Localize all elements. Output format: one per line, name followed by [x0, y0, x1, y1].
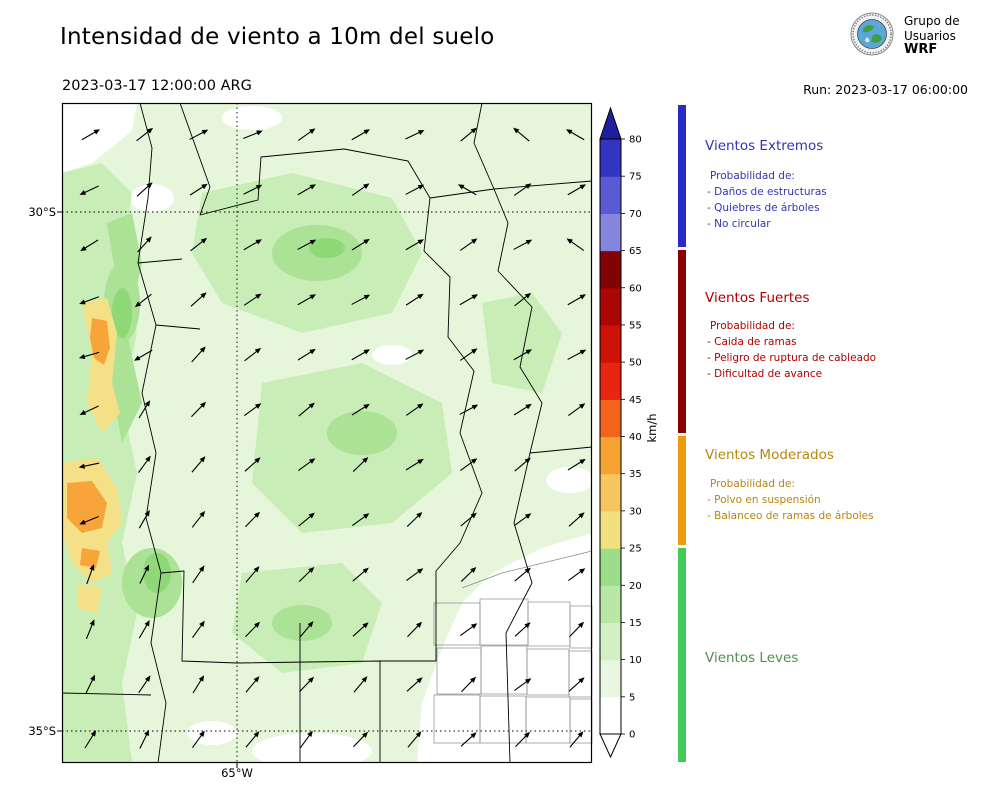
legend-item: - No circular — [707, 218, 771, 230]
legend-item: - Caida de ramas — [707, 336, 797, 348]
logo-line-1: Grupo de — [904, 14, 960, 28]
legend-item: - Balanceo de ramas de árboles — [707, 510, 874, 522]
legend-body-fuertes: Probabilidad de: - Caida de ramas - Peli… — [707, 318, 876, 382]
legend-body-moderados: Probabilidad de: - Polvo en suspensión -… — [707, 476, 874, 524]
svg-text:65: 65 — [629, 246, 642, 257]
graticule-dotted-lines — [62, 103, 592, 763]
map-frame — [61, 102, 593, 764]
svg-text:35: 35 — [629, 469, 642, 480]
svg-text:30: 30 — [629, 506, 642, 517]
logo-wrf: WRF — [904, 42, 938, 57]
legend-item: - Dificultad de avance — [707, 368, 823, 380]
svg-text:50: 50 — [629, 358, 642, 369]
wind-arrows-layer — [78, 127, 587, 749]
page-title: Intensidad de viento a 10m del suelo — [60, 24, 495, 50]
svg-text:0: 0 — [629, 730, 635, 741]
run-label: Run: 2023-03-17 06:00:00 — [803, 82, 968, 97]
wind-map — [57, 102, 594, 769]
globe-icon — [850, 12, 894, 56]
svg-text:15: 15 — [629, 618, 642, 629]
valid-time-label: 2023-03-17 12:00:00 ARG — [62, 78, 252, 94]
svg-text:45: 45 — [629, 395, 642, 406]
legend-title-extremos: Vientos Extremos — [705, 138, 824, 154]
svg-text:40: 40 — [629, 432, 642, 443]
legend-title-moderados: Vientos Moderados — [705, 447, 834, 463]
legend-title-fuertes: Vientos Fuertes — [705, 290, 810, 306]
legend-item: - Quiebres de árboles — [707, 202, 820, 214]
wind-speed-shading — [62, 103, 594, 769]
strip-moderados — [678, 436, 686, 545]
axis-ticks — [57, 211, 238, 768]
legend-title-leves: Vientos Leves — [705, 650, 799, 666]
svg-text:55: 55 — [629, 320, 642, 331]
province-borders — [61, 102, 593, 764]
legend-intro: Probabilidad de: — [710, 320, 795, 332]
legend-item: - Peligro de ruptura de cableado — [707, 352, 877, 364]
strip-fuertes — [678, 250, 686, 433]
legend-body-extremos: Probabilidad de: - Daños de estructuras … — [707, 168, 827, 232]
svg-text:80: 80 — [629, 135, 642, 146]
legend-item: - Polvo en suspensión — [707, 494, 821, 506]
svg-text:75: 75 — [629, 172, 642, 183]
legend-item: - Daños de estructuras — [707, 186, 827, 198]
svg-text:10: 10 — [629, 655, 642, 666]
legend-strip — [678, 103, 686, 765]
svg-text:25: 25 — [629, 544, 642, 555]
svg-text:70: 70 — [629, 209, 642, 220]
lat-tick-30s: 30°S — [28, 205, 56, 219]
legend-intro: Probabilidad de: — [710, 170, 795, 182]
logo-line-2: Usuarios — [904, 28, 956, 43]
colorbar-unit-label: km/h — [645, 413, 659, 443]
lon-tick-65w: 65°W — [221, 766, 253, 780]
wrf-logo: Grupo de Usuarios WRF — [849, 11, 960, 58]
svg-text:5: 5 — [629, 692, 635, 703]
svg-text:60: 60 — [629, 283, 642, 294]
strip-leves — [678, 548, 686, 762]
svg-text:20: 20 — [629, 581, 642, 592]
legend-intro: Probabilidad de: — [710, 478, 795, 490]
colorbar: 0 5 10 15 20 25 30 35 40 45 50 55 60 65 70 75 80 — [599, 106, 642, 759]
logo-text: Grupo de Usuarios WRF — [904, 11, 960, 58]
strip-extremos — [678, 105, 686, 247]
lat-tick-35s: 35°S — [28, 724, 56, 738]
